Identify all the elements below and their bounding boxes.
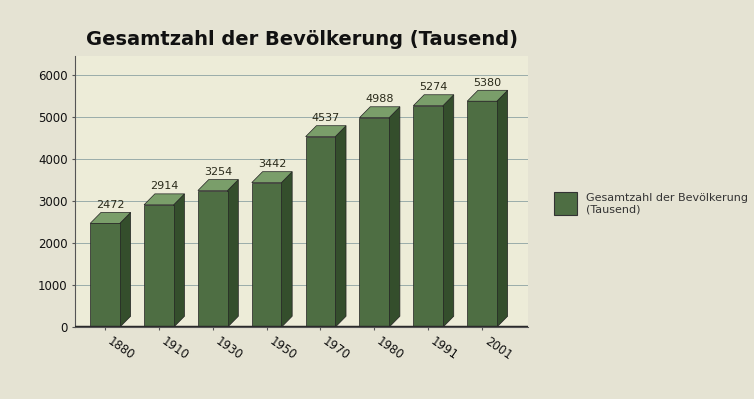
Polygon shape — [497, 90, 507, 327]
Polygon shape — [305, 126, 346, 136]
Bar — [360, 118, 389, 327]
Polygon shape — [228, 180, 238, 327]
Polygon shape — [144, 194, 185, 205]
Polygon shape — [198, 180, 238, 190]
Polygon shape — [120, 212, 130, 327]
Polygon shape — [173, 194, 185, 327]
Text: 3442: 3442 — [258, 159, 287, 169]
Polygon shape — [467, 90, 507, 101]
Bar — [413, 106, 443, 327]
Text: 4537: 4537 — [311, 113, 340, 123]
Polygon shape — [281, 172, 292, 327]
Polygon shape — [252, 172, 292, 183]
Polygon shape — [90, 212, 130, 223]
Bar — [305, 136, 336, 327]
Bar — [90, 223, 120, 327]
Polygon shape — [360, 107, 400, 118]
Polygon shape — [336, 126, 346, 327]
Text: 3254: 3254 — [204, 167, 232, 177]
Bar — [144, 205, 173, 327]
Text: 4988: 4988 — [366, 94, 394, 104]
Text: 2914: 2914 — [150, 182, 179, 192]
Bar — [467, 101, 497, 327]
Text: Gesamtzahl der Bevölkerung
(Tausend): Gesamtzahl der Bevölkerung (Tausend) — [586, 193, 748, 214]
Polygon shape — [413, 95, 454, 106]
Title: Gesamtzahl der Bevölkerung (Tausend): Gesamtzahl der Bevölkerung (Tausend) — [86, 30, 517, 49]
Text: 5380: 5380 — [474, 78, 501, 88]
Bar — [252, 183, 281, 327]
Text: 2472: 2472 — [97, 200, 124, 210]
Polygon shape — [443, 95, 454, 327]
Polygon shape — [389, 107, 400, 327]
Bar — [198, 190, 228, 327]
Bar — [554, 192, 577, 215]
Text: 5274: 5274 — [419, 82, 448, 92]
